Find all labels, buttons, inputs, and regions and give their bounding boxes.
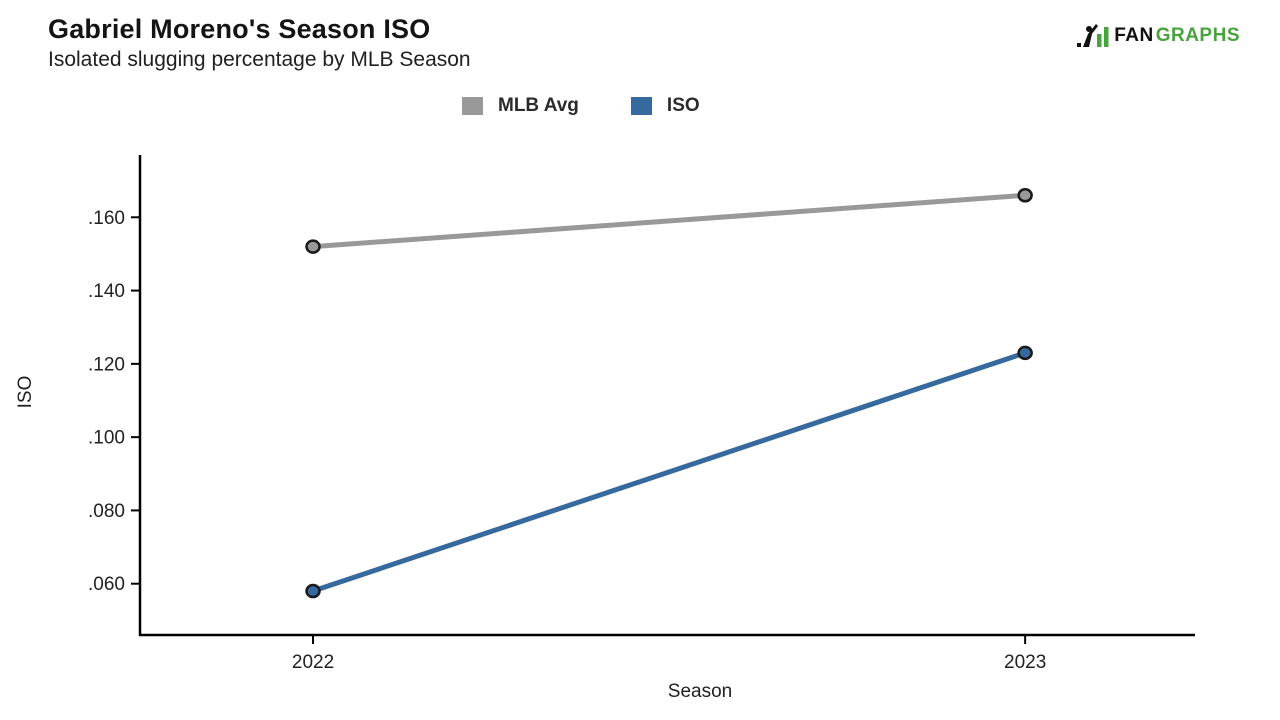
y-tick-label: .160 xyxy=(88,208,125,229)
data-point-mlb-avg xyxy=(305,239,321,254)
data-point-mlb-avg xyxy=(1017,188,1033,203)
y-tick-label: .140 xyxy=(88,281,125,302)
legend-label-iso: ISO xyxy=(666,95,700,116)
fangraphs-icon xyxy=(1077,24,1109,47)
series-line-iso xyxy=(310,350,1028,594)
logo-text-graphs: GRAPHS xyxy=(1155,25,1240,46)
data-point-iso xyxy=(305,583,321,599)
logo-text-fan: FAN xyxy=(1114,25,1154,46)
series-line-mlb-avg xyxy=(310,192,1028,250)
chart-title: Gabriel Moreno's Season ISO xyxy=(48,14,431,44)
y-tick-label: .120 xyxy=(88,354,125,375)
legend-label-mlb-avg: MLB Avg xyxy=(498,95,579,116)
legend-item-iso: ISO xyxy=(630,95,700,117)
data-point-iso xyxy=(1017,345,1033,361)
y-axis-title: ISO xyxy=(15,375,36,409)
legend-item-mlb-avg: MLB Avg xyxy=(462,95,579,117)
x-tick-label: 2022 xyxy=(292,652,334,673)
y-tick-label: .080 xyxy=(88,501,125,522)
fangraphs-logo: FAN GRAPHS xyxy=(1076,22,1240,50)
y-tick-label: .060 xyxy=(88,574,125,595)
y-tick-label: .100 xyxy=(88,428,125,449)
x-tick-label: 2023 xyxy=(1004,652,1046,673)
legend-swatch-mlb-avg xyxy=(462,97,483,115)
legend-swatch-iso xyxy=(630,97,652,115)
x-axis-title: Season xyxy=(667,681,733,702)
chart-legend: MLB Avg ISO xyxy=(462,95,700,117)
chart-subtitle: Isolated slugging percentage by MLB Seas… xyxy=(48,48,471,71)
